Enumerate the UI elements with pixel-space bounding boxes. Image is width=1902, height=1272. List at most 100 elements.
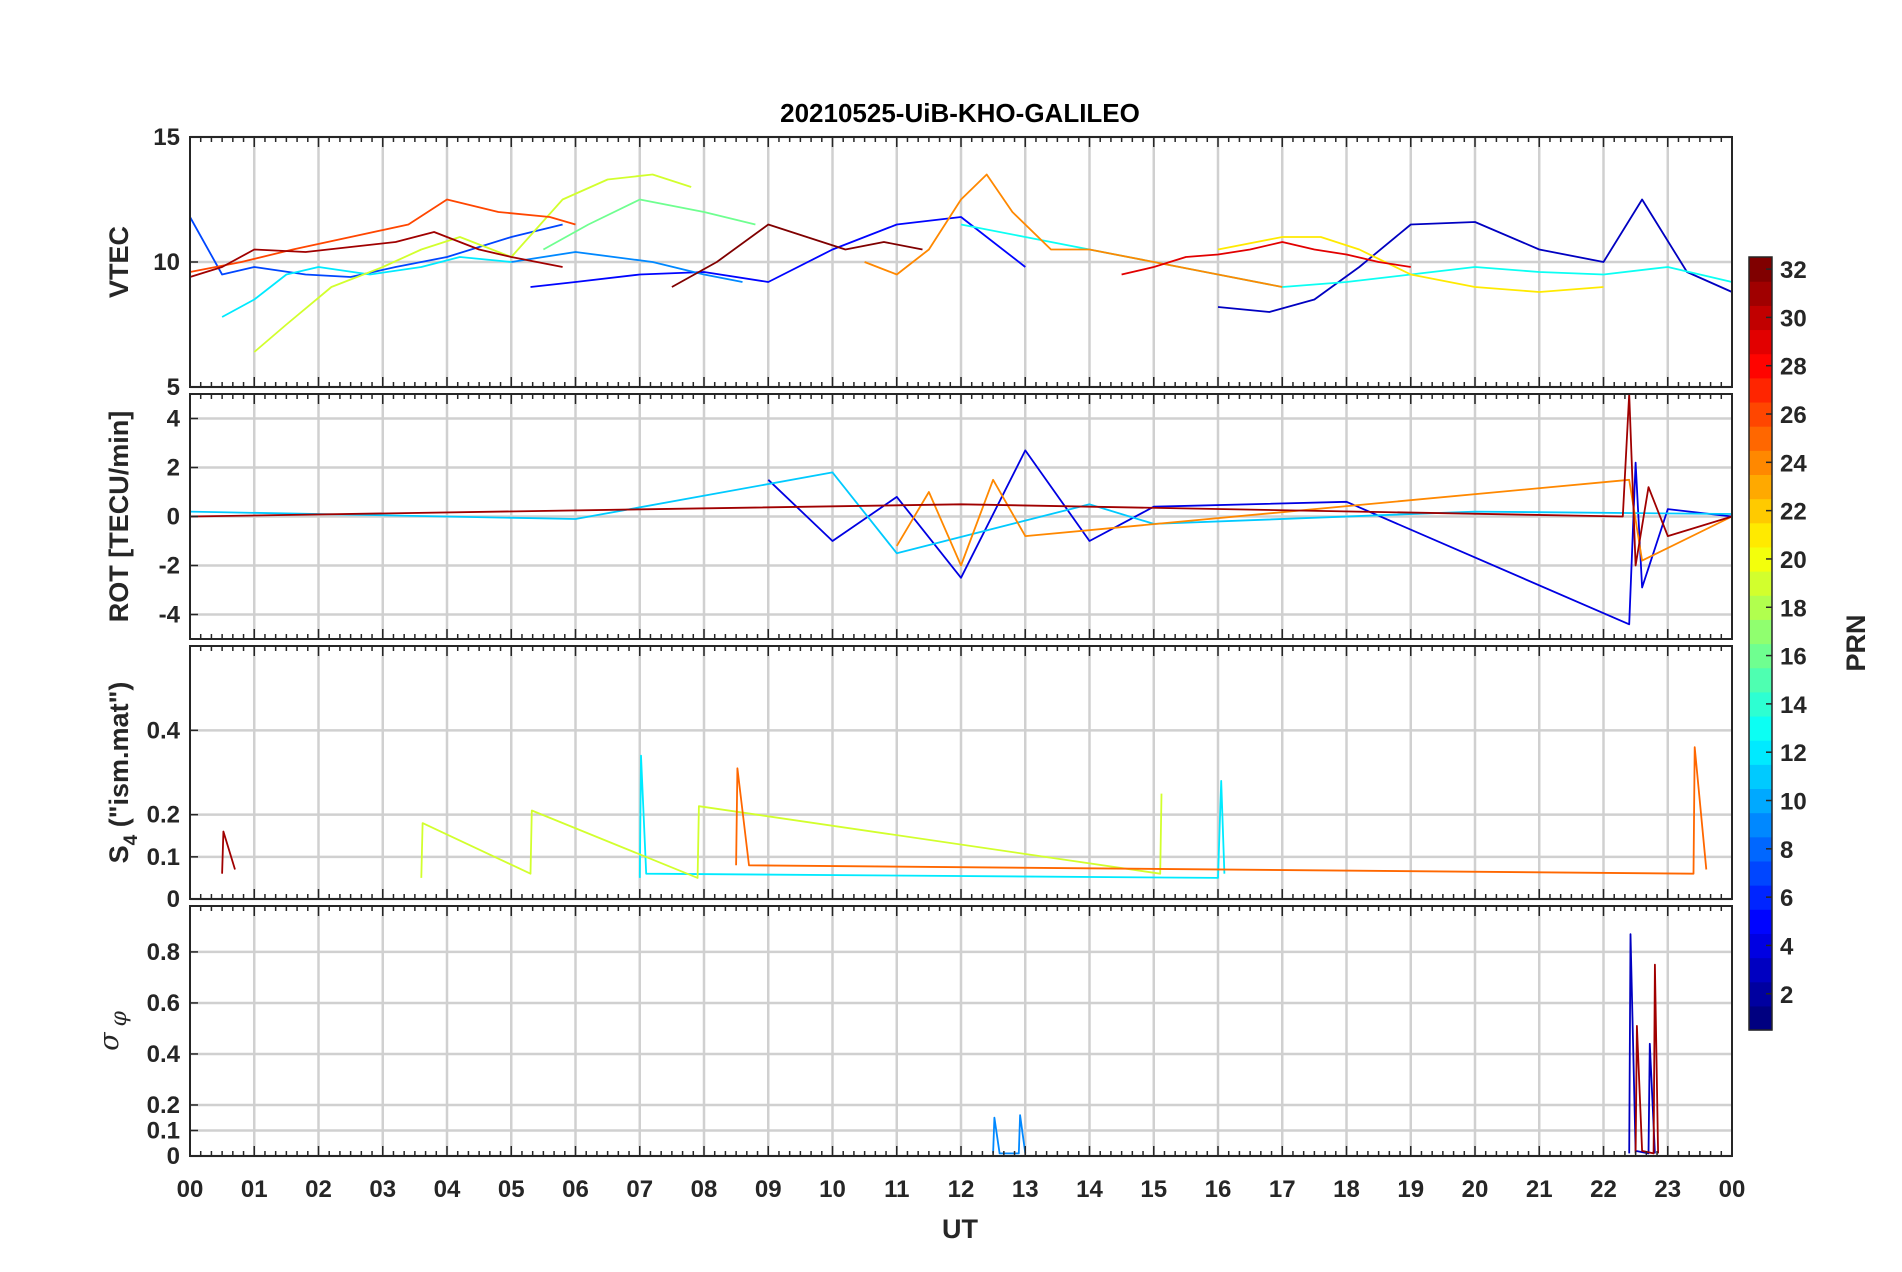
x-tick-label: 19 bbox=[1397, 1176, 1424, 1203]
series-line-prn-31 bbox=[189, 393, 1733, 567]
x-tick-label: 09 bbox=[755, 1176, 782, 1203]
colorbar-band bbox=[1749, 836, 1772, 862]
y-tick-label: 0.2 bbox=[147, 1092, 180, 1119]
y-tick-label: 0.4 bbox=[147, 1041, 181, 1068]
x-tick-label: 15 bbox=[1140, 1176, 1167, 1203]
x-tick-label: 06 bbox=[562, 1176, 589, 1203]
colorbar-band bbox=[1749, 377, 1772, 403]
colorbar-band bbox=[1749, 450, 1772, 476]
x-axis-label: UT bbox=[942, 1214, 978, 1244]
colorbar-band bbox=[1749, 764, 1772, 790]
series-line-prn-31 bbox=[221, 830, 236, 874]
panel-frame bbox=[189, 645, 1733, 900]
y-axis-label-phi: φ bbox=[107, 1010, 132, 1026]
colorbar-band bbox=[1749, 305, 1772, 331]
colorbar-band bbox=[1749, 619, 1772, 645]
y-tick-label: 10 bbox=[153, 249, 180, 276]
x-tick-label: 10 bbox=[819, 1176, 846, 1203]
series-line-prn-12 bbox=[638, 754, 1226, 879]
x-tick-label: 03 bbox=[369, 1176, 396, 1203]
x-tick-label: 01 bbox=[241, 1176, 268, 1203]
panel-1: 5 10 15 VTEC bbox=[104, 124, 1733, 401]
series-line-prn-9 bbox=[511, 251, 743, 283]
colorbar-band bbox=[1749, 522, 1772, 548]
colorbar-band bbox=[1749, 957, 1772, 983]
colorbar-label: PRN bbox=[1841, 614, 1871, 671]
colorbar-tick-label: 32 bbox=[1780, 257, 1807, 284]
colorbar-band bbox=[1749, 353, 1772, 379]
panel-frame bbox=[189, 905, 1733, 1157]
colorbar-tick-label: 20 bbox=[1780, 547, 1807, 574]
x-tick-label: 14 bbox=[1076, 1176, 1103, 1203]
y-axis-label: S4 ("ism.mat") bbox=[104, 682, 142, 864]
x-tick-label: 13 bbox=[1012, 1176, 1039, 1203]
colorbar-band bbox=[1749, 498, 1772, 524]
x-tick-label: 02 bbox=[305, 1176, 332, 1203]
y-tick-label: -2 bbox=[159, 553, 180, 580]
y-axis-label-subscript: 4 bbox=[121, 834, 142, 845]
colorbar-band bbox=[1749, 885, 1772, 910]
colorbar-tick-label: 16 bbox=[1780, 644, 1807, 671]
colorbar-band bbox=[1749, 981, 1772, 1007]
colorbar-band bbox=[1749, 860, 1772, 886]
y-tick-label: 5 bbox=[167, 374, 180, 401]
colorbar-tick-label: 28 bbox=[1780, 354, 1807, 381]
series-line-prn-16 bbox=[542, 198, 756, 251]
colorbar-bands bbox=[1749, 257, 1772, 1031]
colorbar-tick-label: 4 bbox=[1780, 933, 1794, 960]
colorbar-tick-label: 12 bbox=[1780, 740, 1807, 767]
colorbar-band bbox=[1749, 329, 1772, 355]
colorbar-tick-label: 24 bbox=[1780, 450, 1807, 477]
series-line-prn-24 bbox=[864, 173, 1283, 288]
series-line-prn-4 bbox=[767, 449, 1733, 626]
x-tick-label: 18 bbox=[1333, 1176, 1360, 1203]
y-axis-label-sigma: σ bbox=[94, 1031, 125, 1051]
colorbar-band bbox=[1749, 643, 1772, 669]
colorbar-band bbox=[1749, 257, 1772, 282]
colorbar-band bbox=[1749, 401, 1772, 427]
colorbar-band bbox=[1749, 426, 1772, 451]
y-tick-label: 2 bbox=[167, 455, 180, 482]
colorbar-band bbox=[1749, 1005, 1772, 1031]
y-tick-label: 0.6 bbox=[147, 990, 180, 1017]
x-tick-label: 00 bbox=[177, 1176, 204, 1203]
y-axis-label-main: S bbox=[104, 845, 134, 863]
y-tick-label: 0.4 bbox=[147, 717, 181, 744]
colorbar-tick-label: 10 bbox=[1780, 789, 1807, 816]
x-tick-label: 22 bbox=[1590, 1176, 1617, 1203]
colorbar-band bbox=[1749, 546, 1772, 572]
colorbar-band bbox=[1749, 281, 1772, 306]
y-tick-label: 0.2 bbox=[147, 802, 180, 829]
series-line-prn-3 bbox=[1628, 933, 1656, 1155]
x-tick-label: 08 bbox=[691, 1176, 718, 1203]
colorbar-band bbox=[1749, 474, 1772, 500]
colorbar-band bbox=[1749, 691, 1772, 717]
series-line-prn-21 bbox=[1217, 236, 1604, 293]
x-tick-label: 12 bbox=[948, 1176, 975, 1203]
series-line-prn-31 bbox=[1634, 963, 1659, 1155]
colorbar-tick-label: 22 bbox=[1780, 499, 1807, 526]
x-tick-label: 05 bbox=[498, 1176, 525, 1203]
colorbar-band bbox=[1749, 571, 1772, 596]
x-tick-label: 04 bbox=[434, 1176, 461, 1203]
series-line-prn-26 bbox=[189, 198, 576, 273]
colorbar-band bbox=[1749, 595, 1772, 620]
x-tick-label: 17 bbox=[1269, 1176, 1296, 1203]
y-tick-label: 4 bbox=[167, 406, 181, 433]
y-tick-label: -4 bbox=[159, 602, 181, 629]
x-tick-label: 21 bbox=[1526, 1176, 1553, 1203]
y-axis-label: ROT [TECU/min] bbox=[104, 411, 134, 622]
series-line-prn-32 bbox=[671, 223, 923, 288]
x-tick-label: 07 bbox=[626, 1176, 653, 1203]
y-axis-label: VTEC bbox=[104, 226, 134, 298]
colorbar-band bbox=[1749, 909, 1772, 934]
chart-title: 20210525-UiB-KHO-GALILEO bbox=[780, 98, 1140, 128]
colorbar-band bbox=[1749, 933, 1772, 959]
colorbar-tick-label: 26 bbox=[1780, 402, 1807, 429]
colorbar-tick-label: 8 bbox=[1780, 837, 1793, 864]
x-tick-label: 23 bbox=[1654, 1176, 1681, 1203]
colorbar-tick-label: 18 bbox=[1780, 595, 1807, 622]
